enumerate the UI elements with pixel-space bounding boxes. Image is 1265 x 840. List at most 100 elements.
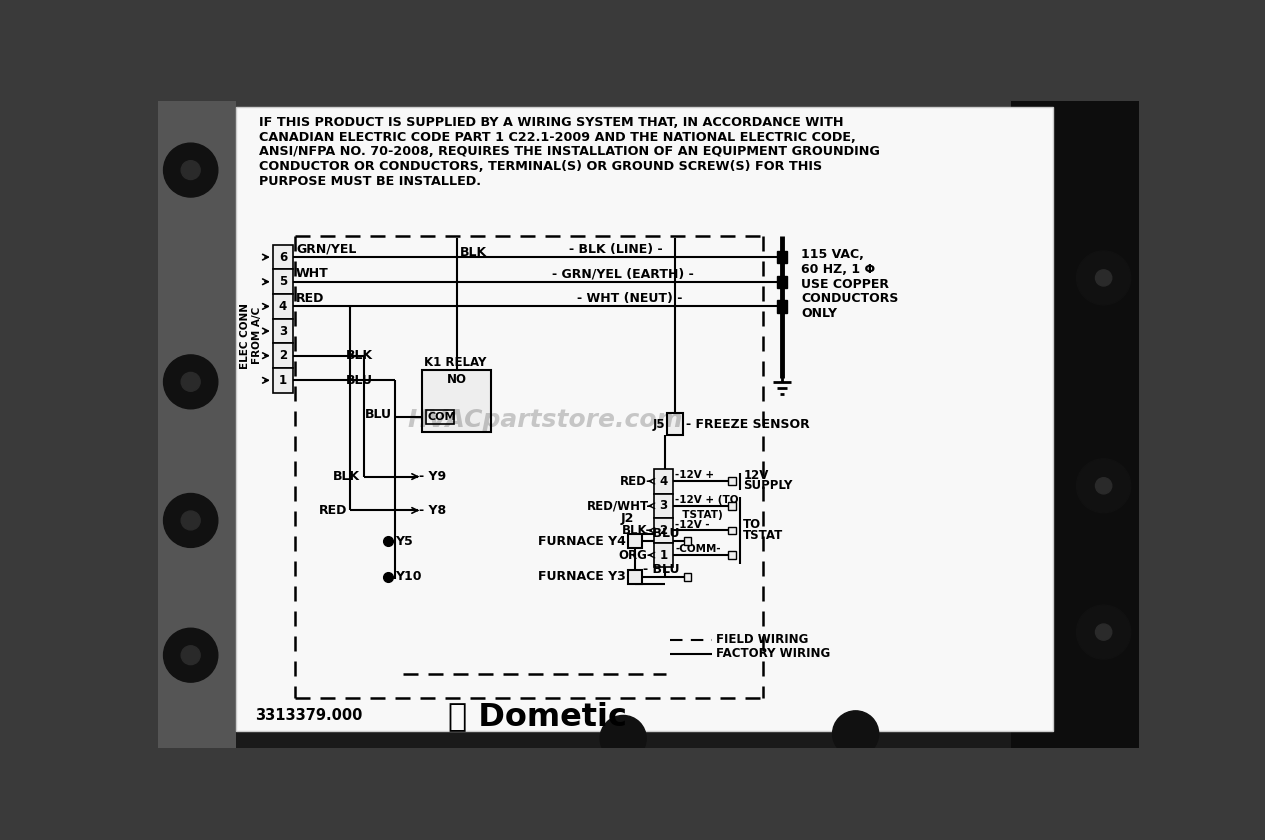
Bar (778, 251, 787, 263)
Text: 3: 3 (278, 324, 287, 338)
Text: BLK-: BLK- (622, 524, 651, 537)
Text: 4: 4 (278, 300, 287, 312)
Text: J5: J5 (653, 417, 665, 431)
Bar (683, 538, 692, 545)
Text: RED-: RED- (620, 475, 651, 488)
Bar (727, 527, 735, 534)
Bar (158, 101, 235, 748)
Circle shape (1077, 605, 1131, 659)
Text: TSTAT): TSTAT) (676, 511, 722, 521)
Text: - WHT (NEUT) -: - WHT (NEUT) - (577, 291, 682, 305)
Circle shape (832, 711, 879, 757)
Text: 6: 6 (278, 250, 287, 264)
Circle shape (1077, 251, 1131, 305)
Text: BLK: BLK (345, 349, 373, 362)
Bar (627, 534, 641, 549)
Bar (421, 370, 491, 432)
Text: HVACpartstore.com: HVACpartstore.com (407, 408, 683, 433)
Text: 4: 4 (659, 475, 668, 488)
Text: FURNACE Y3: FURNACE Y3 (538, 570, 625, 583)
Bar (778, 276, 787, 288)
Text: TSTAT: TSTAT (744, 528, 783, 542)
Text: J2: J2 (621, 512, 635, 525)
Bar (273, 344, 293, 368)
Text: CANADIAN ELECTRIC CODE PART 1 C22.1-2009 AND THE NATIONAL ELECTRIC CODE,: CANADIAN ELECTRIC CODE PART 1 C22.1-2009… (259, 131, 855, 144)
Circle shape (1095, 270, 1112, 286)
Text: FIELD WIRING: FIELD WIRING (716, 633, 808, 646)
Bar (778, 300, 787, 312)
Text: 60 HZ, 1 Φ: 60 HZ, 1 Φ (801, 263, 875, 276)
Circle shape (163, 354, 218, 409)
Bar (273, 294, 293, 318)
Bar (727, 551, 735, 559)
Bar (627, 570, 641, 584)
Bar (158, 101, 235, 748)
Circle shape (181, 646, 200, 664)
Text: BLK: BLK (333, 470, 361, 483)
Bar (273, 318, 293, 344)
Circle shape (1077, 459, 1131, 512)
Text: SUPPLY: SUPPLY (744, 480, 793, 492)
Bar (654, 543, 673, 568)
Text: 1: 1 (278, 374, 287, 386)
Text: - BLU: - BLU (644, 563, 679, 576)
Circle shape (600, 716, 646, 761)
Bar (654, 469, 673, 493)
Bar (654, 518, 673, 543)
Text: BLU: BLU (345, 374, 373, 386)
Circle shape (1095, 624, 1112, 640)
Circle shape (181, 511, 200, 530)
Bar (683, 573, 692, 580)
Bar (727, 502, 735, 510)
Text: -12V +: -12V + (676, 470, 715, 480)
Text: - BLK (LINE) -: - BLK (LINE) - (569, 243, 663, 255)
Text: NO: NO (447, 373, 467, 386)
Text: ONLY: ONLY (801, 307, 837, 320)
Text: COM: COM (428, 412, 457, 423)
Text: ⓘ Dometic: ⓘ Dometic (448, 701, 627, 732)
Text: USE COPPER: USE COPPER (801, 277, 889, 291)
Bar (654, 493, 673, 518)
Circle shape (163, 628, 218, 682)
Text: TO: TO (744, 517, 762, 531)
Text: -12V + (TO: -12V + (TO (676, 495, 739, 505)
Bar (727, 477, 735, 485)
Text: 3: 3 (659, 499, 668, 512)
Bar (158, 101, 1138, 107)
Text: K1 RELAY: K1 RELAY (424, 356, 486, 369)
Circle shape (163, 494, 218, 548)
Text: ELEC CONN
FROM A/C: ELEC CONN FROM A/C (240, 302, 262, 369)
Bar (235, 107, 1054, 731)
Text: IF THIS PRODUCT IS SUPPLIED BY A WIRING SYSTEM THAT, IN ACCORDANCE WITH: IF THIS PRODUCT IS SUPPLIED BY A WIRING … (259, 116, 844, 129)
Text: 2: 2 (278, 349, 287, 362)
Text: - FREEZE SENSOR: - FREEZE SENSOR (686, 417, 810, 431)
Bar (668, 413, 683, 435)
Text: WHT: WHT (296, 267, 329, 281)
Bar (426, 411, 454, 424)
Text: - GRN/YEL (EARTH) -: - GRN/YEL (EARTH) - (552, 267, 693, 281)
Text: 3313379.000: 3313379.000 (256, 708, 362, 722)
Text: 115 VAC,: 115 VAC, (801, 249, 864, 261)
Circle shape (163, 143, 218, 197)
Text: CONDUCTORS: CONDUCTORS (801, 292, 898, 305)
Text: 5: 5 (278, 276, 287, 288)
Text: FURNACE Y4: FURNACE Y4 (538, 535, 625, 548)
Bar (273, 270, 293, 294)
Text: ANSI/NFPA NO. 70-2008, REQUIRES THE INSTALLATION OF AN EQUIPMENT GROUNDING: ANSI/NFPA NO. 70-2008, REQUIRES THE INST… (259, 145, 879, 159)
Text: CONDUCTOR OR CONDUCTORS, TERMINAL(S) OR GROUND SCREW(S) FOR THIS: CONDUCTOR OR CONDUCTORS, TERMINAL(S) OR … (259, 160, 822, 173)
Text: - Y9: - Y9 (419, 470, 447, 483)
Bar (1011, 101, 1138, 748)
Bar (1054, 101, 1138, 748)
Text: 1: 1 (659, 549, 668, 562)
Text: RED: RED (319, 504, 347, 517)
Text: FACTORY WIRING: FACTORY WIRING (716, 647, 830, 660)
Text: BLU: BLU (366, 407, 392, 421)
Text: - Y8: - Y8 (419, 504, 447, 517)
Text: RED/WHT-: RED/WHT- (587, 499, 651, 512)
Circle shape (1095, 478, 1112, 494)
Text: 2: 2 (659, 524, 668, 537)
Text: RED: RED (296, 291, 324, 305)
Text: Y10: Y10 (395, 570, 421, 583)
Text: GRN/YEL: GRN/YEL (296, 243, 357, 255)
Bar (273, 244, 293, 270)
